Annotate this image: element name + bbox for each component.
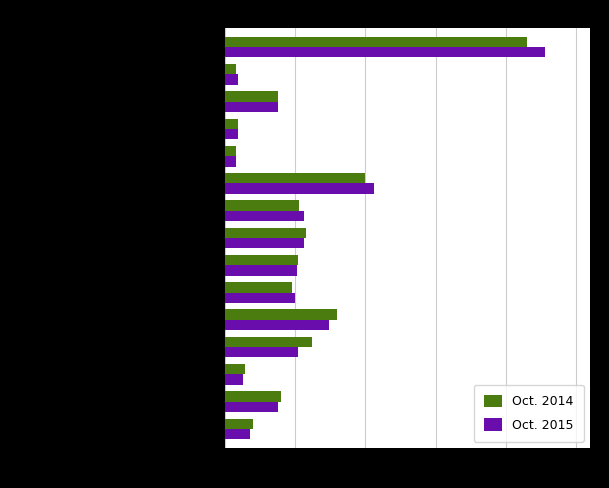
Bar <box>225 364 245 374</box>
Bar <box>225 347 298 357</box>
Bar <box>225 91 278 102</box>
Bar <box>225 309 337 320</box>
Bar <box>225 282 292 292</box>
Bar <box>225 47 545 58</box>
Bar <box>225 337 312 347</box>
Bar <box>225 156 236 166</box>
Bar <box>225 429 250 439</box>
Bar <box>225 402 278 412</box>
Bar <box>225 227 306 238</box>
Bar <box>225 238 304 248</box>
Bar <box>225 391 281 402</box>
Bar <box>225 374 243 385</box>
Bar <box>225 255 298 265</box>
Bar <box>225 64 236 74</box>
Bar <box>225 183 374 194</box>
Bar <box>225 201 300 211</box>
Bar <box>225 173 365 183</box>
Bar <box>225 102 278 112</box>
Bar <box>225 146 236 156</box>
Bar <box>225 292 295 303</box>
Bar <box>225 419 253 429</box>
Legend: Oct. 2014, Oct. 2015: Oct. 2014, Oct. 2015 <box>474 385 584 442</box>
Bar <box>225 265 297 276</box>
Bar <box>225 129 238 139</box>
Bar <box>225 119 238 129</box>
Bar <box>225 211 304 221</box>
Bar <box>225 74 238 85</box>
Bar <box>225 320 329 330</box>
Bar <box>225 37 527 47</box>
